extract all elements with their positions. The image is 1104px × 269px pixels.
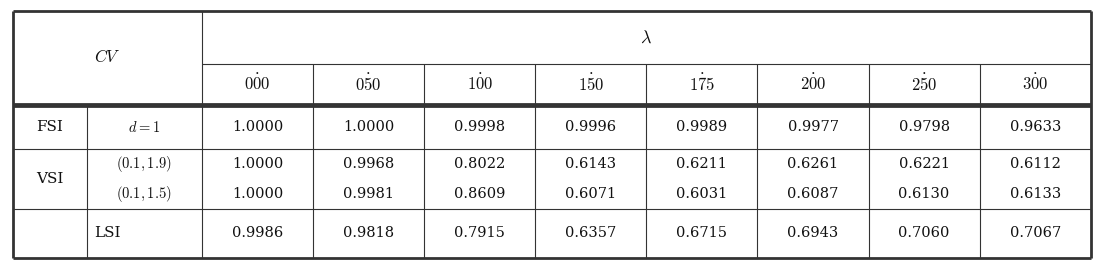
Text: 0.8609: 0.8609: [454, 187, 506, 201]
Text: 0.6261: 0.6261: [787, 157, 839, 171]
Text: LSI: LSI: [94, 226, 120, 240]
Text: 0.6031: 0.6031: [677, 187, 728, 201]
Text: 0.6071: 0.6071: [565, 187, 616, 201]
Text: FSI: FSI: [36, 120, 63, 134]
Text: $d = 1$: $d = 1$: [128, 120, 160, 134]
Text: 0.9981: 0.9981: [343, 187, 394, 201]
Text: 0.9977: 0.9977: [787, 120, 839, 134]
Text: 0.6221: 0.6221: [899, 157, 949, 171]
Text: 0.8022: 0.8022: [454, 157, 506, 171]
Text: $(0.1, 1.9)$: $(0.1, 1.9)$: [116, 154, 172, 174]
Text: 0.9798: 0.9798: [899, 120, 949, 134]
Text: $\mathit{1\.75}$: $\mathit{1\.75}$: [689, 74, 715, 95]
Text: 0.9989: 0.9989: [677, 120, 728, 134]
Text: 0.6211: 0.6211: [677, 157, 728, 171]
Text: 0.6143: 0.6143: [565, 157, 616, 171]
Text: $\mathit{1\.50}$: $\mathit{1\.50}$: [577, 74, 604, 95]
Text: $\mathit{3\.00}$: $\mathit{3\.00}$: [1022, 74, 1049, 94]
Text: 1.0000: 1.0000: [343, 120, 394, 134]
Text: 0.6357: 0.6357: [565, 226, 616, 240]
Text: $\mathit{0\.00}$: $\mathit{0\.00}$: [244, 74, 270, 94]
Text: $\lambda$: $\lambda$: [640, 28, 652, 46]
Text: $\mathit{1\.00}$: $\mathit{1\.00}$: [467, 74, 492, 94]
Text: VSI: VSI: [36, 172, 64, 186]
Text: 0.9968: 0.9968: [343, 157, 394, 171]
Text: 0.9998: 0.9998: [454, 120, 506, 134]
Text: 0.9633: 0.9633: [1009, 120, 1061, 134]
Text: 1.0000: 1.0000: [232, 157, 283, 171]
Text: $\mathit{0\.50}$: $\mathit{0\.50}$: [355, 74, 382, 95]
Text: 1.0000: 1.0000: [232, 187, 283, 201]
Text: 0.6087: 0.6087: [787, 187, 839, 201]
Text: 0.6133: 0.6133: [1009, 187, 1061, 201]
Text: 0.9986: 0.9986: [232, 226, 283, 240]
Text: 0.9818: 0.9818: [343, 226, 394, 240]
Text: 0.7915: 0.7915: [455, 226, 506, 240]
Text: $\mathit{2\.50}$: $\mathit{2\.50}$: [911, 74, 937, 95]
Text: $\mathit{CV}$: $\mathit{CV}$: [94, 49, 121, 66]
Text: 0.6112: 0.6112: [1010, 157, 1061, 171]
Text: $(0.1, 1.5)$: $(0.1, 1.5)$: [116, 184, 172, 204]
Text: 1.0000: 1.0000: [232, 120, 283, 134]
Text: 0.9996: 0.9996: [565, 120, 616, 134]
Text: 0.7067: 0.7067: [1009, 226, 1061, 240]
Text: $\mathit{2\.00}$: $\mathit{2\.00}$: [800, 74, 826, 94]
Text: 0.6130: 0.6130: [899, 187, 949, 201]
Text: 0.7060: 0.7060: [899, 226, 949, 240]
Text: 0.6715: 0.6715: [677, 226, 728, 240]
Text: 0.6943: 0.6943: [787, 226, 839, 240]
